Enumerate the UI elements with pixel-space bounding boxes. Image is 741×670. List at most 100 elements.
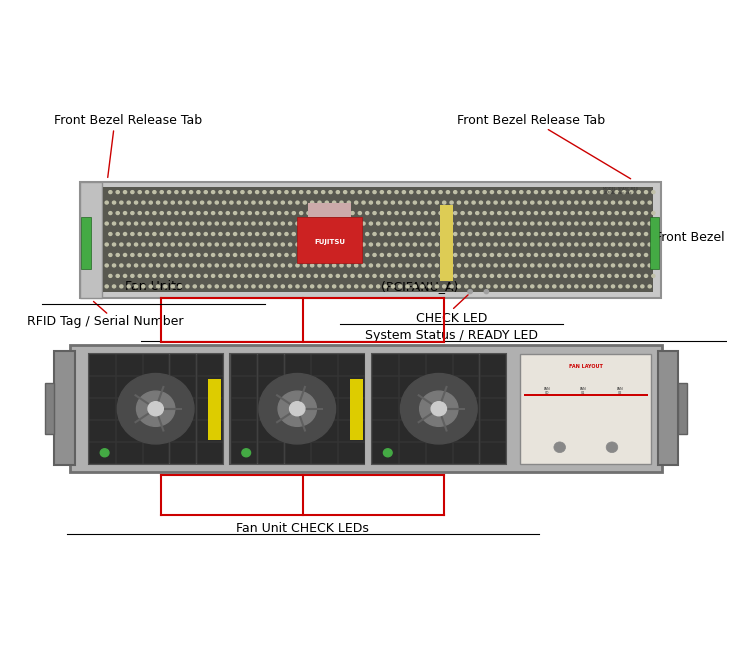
Circle shape (369, 243, 373, 246)
Circle shape (425, 212, 428, 214)
Circle shape (479, 285, 482, 288)
Circle shape (410, 232, 413, 235)
Circle shape (553, 264, 556, 267)
Circle shape (468, 289, 472, 293)
Circle shape (523, 222, 527, 225)
Circle shape (380, 212, 383, 214)
Bar (426, 399, 451, 419)
Circle shape (388, 253, 391, 257)
Circle shape (281, 243, 285, 246)
Circle shape (380, 275, 383, 277)
Circle shape (502, 243, 505, 246)
Circle shape (373, 253, 376, 257)
Circle shape (263, 232, 266, 235)
Circle shape (205, 253, 207, 257)
Circle shape (288, 264, 292, 267)
Circle shape (270, 212, 273, 214)
Circle shape (124, 212, 127, 214)
Circle shape (242, 449, 250, 457)
Circle shape (376, 201, 380, 204)
Circle shape (130, 232, 134, 235)
Bar (89, 354, 115, 375)
Circle shape (491, 212, 494, 214)
Circle shape (512, 253, 516, 257)
Circle shape (340, 222, 343, 225)
Circle shape (207, 264, 211, 267)
Circle shape (307, 212, 310, 214)
Bar (116, 354, 142, 375)
Circle shape (215, 285, 219, 288)
Circle shape (593, 253, 597, 257)
Circle shape (399, 264, 402, 267)
Circle shape (457, 264, 460, 267)
Circle shape (571, 253, 574, 257)
Circle shape (322, 253, 325, 257)
Circle shape (472, 264, 475, 267)
Circle shape (109, 275, 112, 277)
Circle shape (211, 275, 215, 277)
Circle shape (117, 373, 194, 444)
Circle shape (116, 275, 119, 277)
Circle shape (113, 222, 116, 225)
Circle shape (134, 264, 138, 267)
Circle shape (179, 285, 182, 288)
Circle shape (431, 191, 435, 194)
Circle shape (329, 275, 332, 277)
Circle shape (219, 212, 222, 214)
Bar (170, 354, 195, 375)
Bar (196, 399, 222, 419)
Circle shape (428, 264, 431, 267)
Circle shape (190, 275, 193, 277)
Bar (230, 420, 256, 441)
Circle shape (619, 222, 622, 225)
Circle shape (483, 253, 486, 257)
Circle shape (582, 243, 585, 246)
Circle shape (156, 264, 159, 267)
Circle shape (197, 232, 200, 235)
Circle shape (593, 275, 597, 277)
Circle shape (263, 212, 266, 214)
Circle shape (175, 232, 178, 235)
Circle shape (461, 253, 464, 257)
Circle shape (564, 232, 567, 235)
Bar (285, 442, 310, 463)
Circle shape (600, 253, 604, 257)
Circle shape (406, 243, 409, 246)
Circle shape (571, 275, 574, 277)
Circle shape (519, 275, 523, 277)
Circle shape (127, 201, 130, 204)
Circle shape (299, 275, 303, 277)
Circle shape (564, 212, 567, 214)
Circle shape (556, 232, 559, 235)
Circle shape (186, 201, 189, 204)
Bar (373, 442, 398, 463)
Circle shape (241, 232, 244, 235)
Circle shape (645, 191, 648, 194)
Circle shape (322, 232, 325, 235)
Circle shape (336, 191, 339, 194)
Circle shape (270, 232, 273, 235)
Circle shape (369, 201, 373, 204)
Circle shape (179, 201, 182, 204)
Circle shape (376, 285, 380, 288)
Circle shape (355, 264, 358, 267)
Circle shape (549, 212, 552, 214)
Circle shape (637, 191, 640, 194)
Bar (311, 377, 337, 397)
Bar (258, 354, 283, 375)
Circle shape (589, 201, 593, 204)
Circle shape (597, 243, 600, 246)
Circle shape (545, 285, 548, 288)
Circle shape (322, 212, 325, 214)
Circle shape (348, 201, 350, 204)
Circle shape (127, 243, 130, 246)
Circle shape (278, 191, 281, 194)
Circle shape (505, 191, 508, 194)
Circle shape (630, 191, 633, 194)
Circle shape (175, 191, 178, 194)
Circle shape (568, 201, 571, 204)
Circle shape (608, 232, 611, 235)
Circle shape (233, 191, 236, 194)
Circle shape (153, 191, 156, 194)
Circle shape (604, 243, 608, 246)
